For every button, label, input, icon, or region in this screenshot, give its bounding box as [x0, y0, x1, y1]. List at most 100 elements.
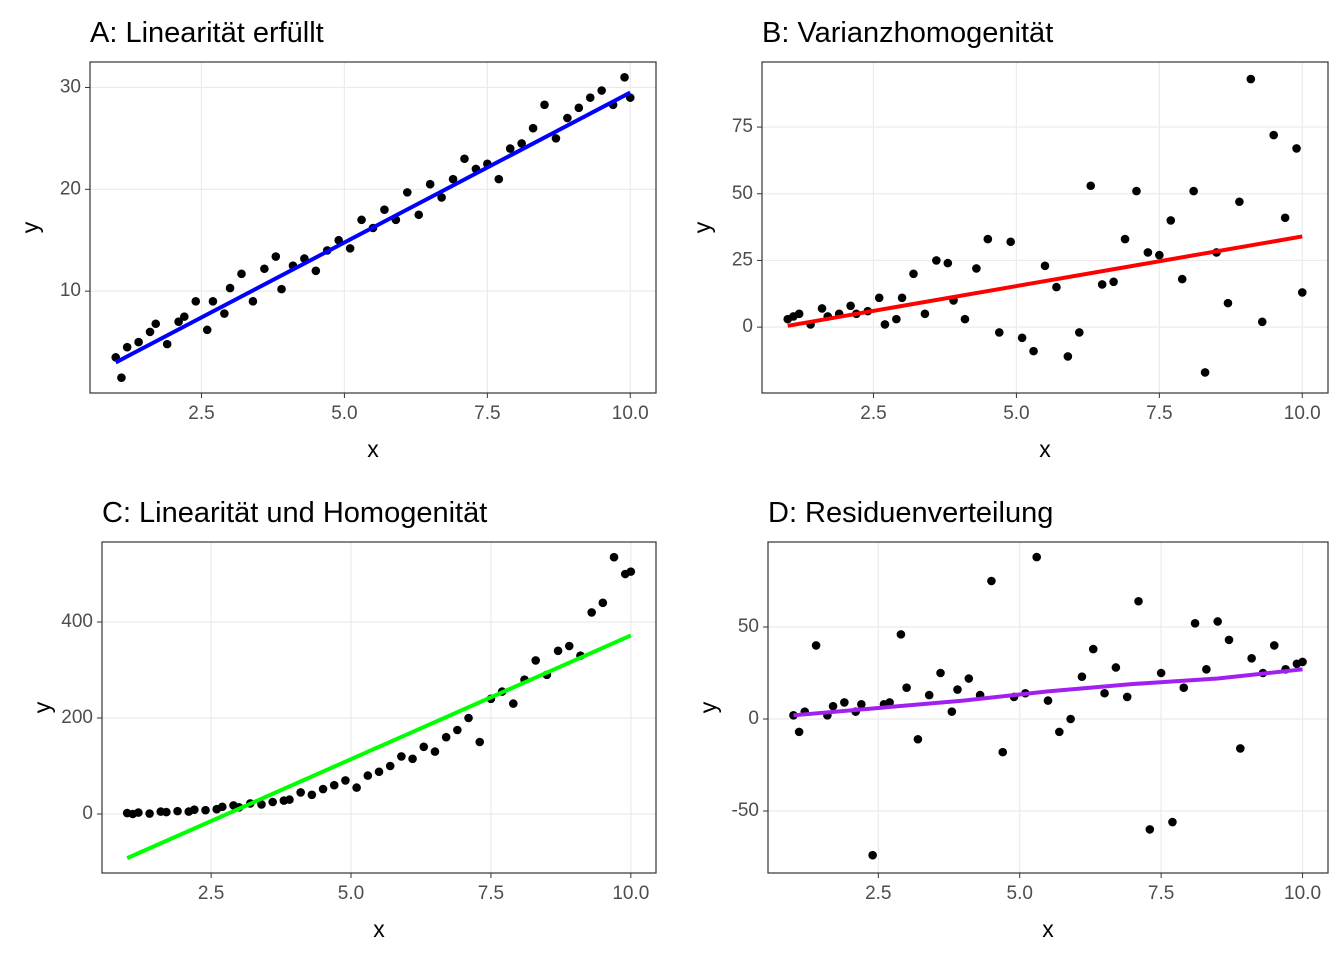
point	[953, 685, 962, 694]
point	[540, 100, 549, 110]
point	[563, 113, 572, 123]
panel-title: A: Linearität erfüllt	[90, 17, 324, 49]
point	[220, 309, 229, 318]
x-tick-label: 5.0	[1007, 883, 1033, 904]
point	[380, 205, 389, 214]
point	[174, 317, 183, 327]
point	[964, 674, 974, 683]
y-tick-label: 0	[748, 708, 759, 729]
x-tick-label: 5.0	[338, 883, 364, 904]
point	[1097, 280, 1107, 289]
plot-border	[101, 541, 657, 874]
plot-background	[768, 542, 1328, 873]
point	[932, 256, 941, 265]
point	[162, 807, 171, 817]
point	[271, 252, 281, 261]
x-tick-label: 10.0	[612, 403, 649, 424]
y-tick-label: 10	[60, 280, 81, 301]
point	[1168, 817, 1177, 827]
point	[597, 86, 606, 95]
point	[1200, 368, 1210, 377]
point	[117, 373, 126, 383]
point	[1166, 216, 1176, 225]
point	[857, 699, 866, 709]
panel-title: B: Varianzhomogenität	[762, 17, 1053, 49]
point	[1040, 261, 1050, 271]
point	[1052, 282, 1061, 292]
point	[531, 656, 540, 665]
point	[1063, 352, 1073, 361]
point	[553, 646, 563, 656]
point	[1269, 641, 1279, 650]
x-tick-label: 7.5	[478, 883, 504, 904]
x-tick-label: 5.0	[1003, 403, 1029, 424]
point	[1134, 596, 1143, 606]
point	[1292, 144, 1301, 153]
point	[1236, 744, 1245, 753]
point	[1213, 617, 1222, 626]
point	[1224, 635, 1234, 645]
fit-line	[793, 667, 1303, 718]
x-axis-label: x	[373, 916, 385, 942]
point	[475, 737, 485, 747]
point	[960, 314, 970, 324]
plot-background	[102, 542, 656, 873]
point	[620, 72, 629, 82]
point	[1029, 346, 1038, 356]
y-tick-label: 75	[732, 116, 753, 137]
point	[448, 174, 458, 184]
point	[1145, 825, 1155, 834]
point	[408, 754, 417, 764]
point	[817, 304, 827, 313]
point	[1017, 333, 1027, 343]
plot-border	[761, 61, 1329, 394]
point	[311, 266, 321, 276]
point	[145, 327, 155, 337]
point	[464, 713, 473, 723]
point	[1006, 237, 1015, 247]
point	[430, 747, 440, 756]
y-tick-label: -50	[732, 800, 759, 821]
point	[145, 809, 154, 818]
point	[1043, 696, 1053, 705]
x-tick-label: 10.0	[612, 883, 649, 904]
point	[1297, 288, 1307, 297]
point	[947, 707, 957, 716]
point	[874, 293, 884, 303]
point	[1032, 552, 1041, 562]
plot-border	[767, 541, 1329, 874]
point	[794, 309, 804, 319]
point	[151, 319, 161, 329]
point	[564, 641, 574, 651]
point	[494, 174, 504, 184]
point	[902, 683, 911, 693]
point	[1066, 714, 1075, 724]
point	[1100, 688, 1109, 698]
point	[528, 123, 538, 133]
point	[794, 727, 804, 737]
point	[385, 761, 395, 771]
point	[237, 269, 246, 279]
point	[225, 283, 235, 293]
point	[277, 284, 286, 294]
point	[134, 808, 143, 817]
y-tick-label: 200	[61, 707, 93, 728]
point	[909, 269, 918, 279]
x-tick-label: 10.0	[1284, 883, 1321, 904]
point	[1120, 234, 1130, 244]
point	[896, 630, 906, 639]
point	[913, 734, 923, 744]
x-tick-label: 2.5	[860, 403, 886, 424]
point	[1269, 130, 1278, 140]
plot-background	[762, 62, 1328, 393]
y-tick-label: 0	[82, 803, 93, 824]
point	[1257, 317, 1267, 327]
point	[897, 293, 907, 303]
point	[1202, 665, 1211, 674]
point	[397, 752, 406, 761]
point	[885, 698, 894, 707]
point	[517, 139, 526, 148]
point	[1189, 186, 1198, 196]
point	[437, 193, 446, 202]
